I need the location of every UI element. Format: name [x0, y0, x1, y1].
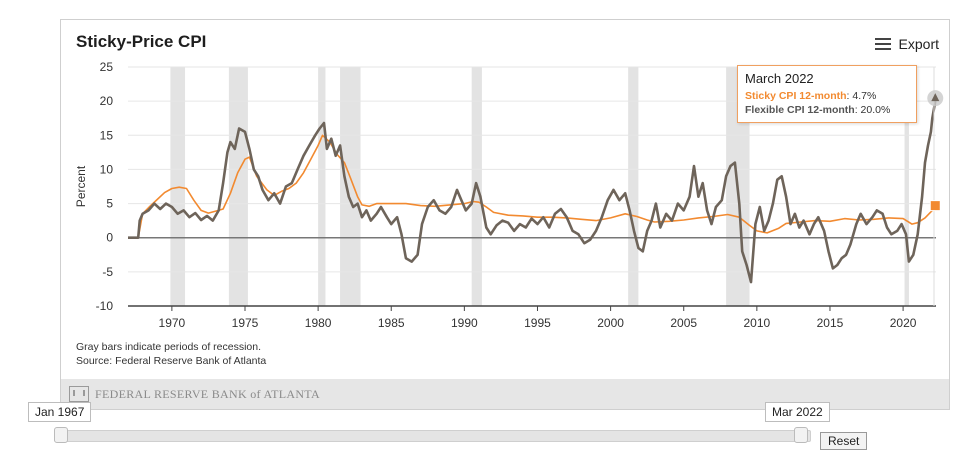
tooltip-flex-value: 20.0% [860, 104, 891, 116]
x-tick-label-0: 1970 [159, 316, 186, 330]
fed-building-icon [69, 386, 89, 402]
y-tick-label-3: 5 [106, 197, 113, 211]
export-button[interactable]: Export [874, 36, 939, 52]
chart-tooltip: March 2022 Sticky CPI 12-month: 4.7% Fle… [737, 65, 917, 123]
x-tick-label-5: 1995 [524, 316, 551, 330]
x-tick-label-2: 1980 [305, 316, 332, 330]
export-label: Export [898, 36, 939, 52]
range-navigator-track[interactable] [54, 430, 811, 442]
y-tick-label-6: 20 [100, 94, 114, 108]
navigator-end-label: Mar 2022 [765, 402, 830, 422]
x-tick-label-6: 2000 [597, 316, 624, 330]
y-tick-label-0: -10 [96, 299, 114, 313]
y-tick-label-1: -5 [102, 265, 113, 279]
recession-bar-5 [628, 67, 639, 306]
recession-bar-3 [340, 67, 361, 306]
y-tick-label-4: 10 [100, 162, 114, 176]
tooltip-sticky-name: Sticky CPI 12-month [745, 90, 847, 102]
flexible-hover-marker [931, 93, 940, 102]
menu-icon [874, 38, 891, 50]
tooltip-flex-line: Flexible CPI 12-month: 20.0% [745, 104, 891, 116]
source-note: Source: Federal Reserve Bank of Atlanta [76, 355, 267, 367]
x-tick-label-1: 1975 [232, 316, 259, 330]
y-axis-label: Percent [74, 165, 88, 207]
chart-notes: Gray bars indicate periods of recession.… [76, 340, 266, 368]
chart-title: Sticky-Price CPI [76, 32, 207, 51]
fed-logo-text: FEDERAL RESERVE BANK of ATLANTA [95, 386, 320, 401]
y-tick-label-7: 25 [100, 60, 114, 74]
recession-bar-7 [904, 67, 909, 306]
tooltip-sticky-line: Sticky CPI 12-month: 4.7% [745, 90, 877, 102]
recession-bar-1 [228, 67, 248, 306]
y-tick-label-5: 15 [100, 128, 114, 142]
sticky-hover-marker [929, 200, 941, 212]
tooltip-sticky-value: 4.7% [852, 90, 877, 102]
x-tick-label-4: 1990 [451, 316, 478, 330]
recession-note: Gray bars indicate periods of recession. [76, 341, 262, 353]
navigator-right-handle[interactable] [794, 427, 808, 443]
x-tick-label-7: 2005 [670, 316, 697, 330]
series-line-1 [128, 100, 937, 284]
navigator-start-label: Jan 1967 [28, 402, 92, 422]
y-tick-label-2: 0 [106, 231, 113, 245]
x-tick-label-3: 1985 [378, 316, 405, 330]
x-tick-label-10: 2020 [890, 316, 917, 330]
x-tick-label-9: 2015 [817, 316, 844, 330]
reset-button[interactable]: Reset [820, 432, 868, 450]
navigator-left-handle[interactable] [54, 427, 68, 443]
series-line-0 [128, 134, 936, 239]
footer-bar: FEDERAL RESERVE BANK of ATLANTA [61, 379, 949, 409]
chart-card: -10 -5 0 5 10 15 20 25 1970 1975 1980 1985 1990 1995 2… [60, 19, 950, 410]
fed-logo: FEDERAL RESERVE BANK of ATLANTA [69, 386, 320, 402]
tooltip-date: March 2022 [745, 71, 814, 86]
tooltip-flex-name: Flexible CPI 12-month [745, 104, 855, 116]
recession-bar-2 [318, 67, 326, 306]
chart-svg: -10 -5 0 5 10 15 20 25 1970 1975 1980 1985 1990 1995 2… [74, 60, 944, 330]
x-tick-label-8: 2010 [743, 316, 770, 330]
recession-bar-0 [170, 67, 186, 306]
